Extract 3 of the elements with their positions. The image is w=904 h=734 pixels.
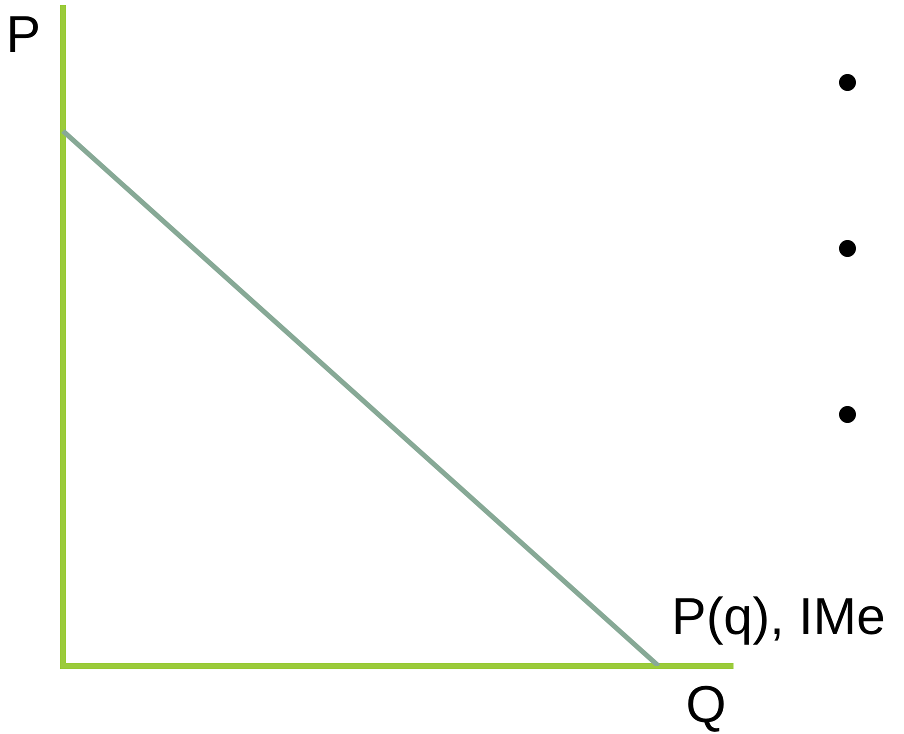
x-axis-title: Q (686, 676, 726, 734)
y-axis-title: P (6, 6, 41, 64)
series-label: P(q), IMe (672, 588, 886, 646)
